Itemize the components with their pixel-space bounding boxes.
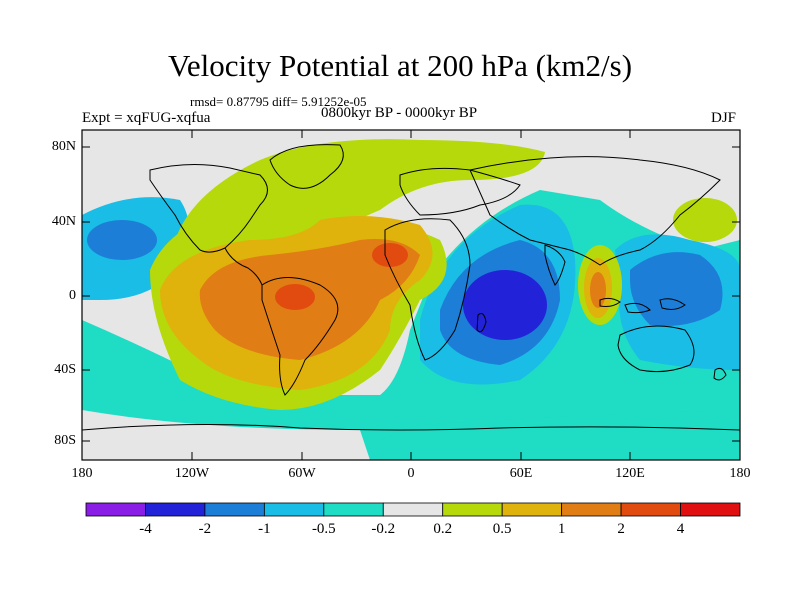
stats-text: rmsd= 0.87795 diff= 5.91252e-05 <box>190 94 367 109</box>
colorbar-swatch <box>85 502 146 517</box>
lat-label: 80N <box>51 139 76 154</box>
axis-ticks <box>82 130 740 460</box>
colorbar-swatch <box>561 502 622 517</box>
season-text: DJF <box>711 110 737 126</box>
colorbar-label: 4 <box>676 521 685 537</box>
velocity-potential-field <box>82 130 740 460</box>
colorbar-swatch <box>620 502 681 517</box>
contour-band <box>590 272 606 308</box>
colorbar-swatch <box>382 502 444 517</box>
colorbar-swatch <box>442 502 503 517</box>
colorbar-label: 2 <box>617 521 625 537</box>
coastlines <box>82 144 740 431</box>
contour-band <box>673 198 737 242</box>
contour-band <box>360 410 740 460</box>
lat-label: 80S <box>54 433 76 448</box>
lon-label: 120E <box>615 466 645 481</box>
lat-label: 0 <box>69 288 76 303</box>
experiment-text: Expt = xqFUG-xqfua <box>82 110 211 126</box>
contour-band <box>630 252 723 326</box>
contour-band <box>275 284 315 310</box>
colorbar-label: 1 <box>557 521 566 537</box>
lat-label: 40S <box>54 362 76 377</box>
colorbar-label: 0.2 <box>433 521 453 537</box>
lon-label: 60E <box>509 466 533 481</box>
colorbar-swatch <box>204 502 265 517</box>
colorbar <box>85 502 741 517</box>
colorbar-label: -4 <box>139 521 152 537</box>
colorbar-swatch <box>145 502 206 517</box>
contour-band <box>82 410 370 460</box>
lon-label: 120W <box>174 466 210 481</box>
colorbar-swatch <box>263 502 325 517</box>
map-title: Velocity Potential at 200 hPa (km2/s) <box>167 48 633 83</box>
colorbar-label: -0.2 <box>371 521 396 537</box>
colorbar-swatch <box>323 502 384 517</box>
colorbar-swatch <box>501 502 563 517</box>
contour-band <box>372 243 408 267</box>
contour-band <box>87 220 157 260</box>
lat-label: 40N <box>51 214 76 229</box>
colorbar-swatch <box>680 502 741 517</box>
period-text: 0800kyr BP - 0000kyr BP <box>321 105 478 121</box>
colorbar-label: 0.5 <box>492 521 512 537</box>
lon-label: 180 <box>71 466 93 481</box>
colorbar-label: -1 <box>258 521 271 537</box>
lon-label: 0 <box>407 466 415 481</box>
colorbar-label: -2 <box>198 521 212 537</box>
contour-band <box>463 270 547 340</box>
colorbar-label: -0.5 <box>311 521 336 537</box>
lon-label: 60W <box>288 466 316 481</box>
lon-label: 180 <box>729 466 751 481</box>
